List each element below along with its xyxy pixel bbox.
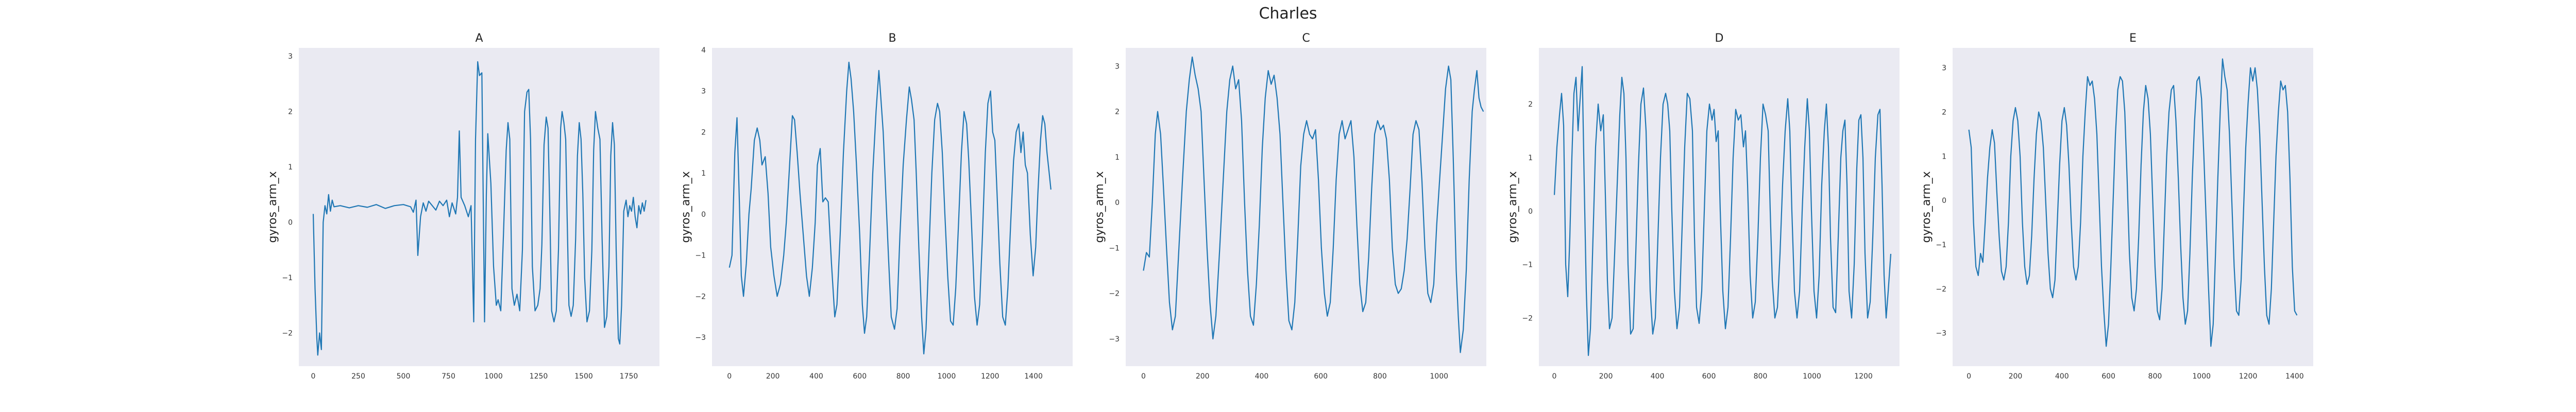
figure-suptitle: Charles [1259,5,1317,23]
subplot-title: D [1715,32,1724,45]
series-line [728,61,1052,355]
y-tick-label: −2 [1522,315,1533,323]
y-tick-label: 0 [288,219,293,227]
y-tick-label: 1 [1942,152,1946,161]
y-axis-label: gyros_arm_x [1093,171,1106,243]
y-tick-label: −2 [1936,285,1946,294]
y-tick-label: 1 [288,163,293,171]
y-tick-label: 1 [1115,153,1120,162]
y-tick-label: 3 [1115,62,1120,71]
x-tick-label: 0 [1967,372,1971,381]
series-line [1968,58,2298,347]
plot-area [712,48,1073,366]
x-tick-label: 1000 [1430,372,1448,381]
x-tick-label: 200 [766,372,780,381]
x-tick-label: 600 [853,372,867,381]
plot-area [1953,48,2313,366]
x-tick-label: 0 [727,372,732,381]
y-axis-label: gyros_arm_x [1506,171,1519,243]
y-tick-label: 2 [288,108,293,116]
series-line [1553,66,1892,356]
subplot-b: B 0 200 400 600 800 1000 1200 1400 −3 −2 −1 0 1 2 3 4 gyr… [680,32,1073,381]
plot-area [299,48,659,366]
y-tick-label: 3 [1942,64,1946,73]
y-tick-label: −2 [1109,290,1120,298]
x-tick-label: 1200 [1854,372,1873,381]
y-axis-label: gyros_arm_x [1920,171,1933,243]
x-tick-label: 800 [2148,372,2162,381]
x-tick-label: 1400 [2285,372,2304,381]
subplot-title: C [1302,32,1310,45]
x-tick-label: 750 [442,372,455,381]
y-tick-label: 0 [701,211,706,219]
x-tick-label: 1200 [2239,372,2258,381]
x-tick-label: 200 [1599,372,1613,381]
x-tick-label: 1200 [981,372,999,381]
plot-area [1126,48,1486,366]
subplot-c: C 0 200 400 600 800 1000 −3 −2 −1 0 1 2 3 gyros_arm_x [1093,32,1486,381]
y-tick-label: −1 [1109,244,1120,252]
x-tick-label: 1750 [620,372,638,381]
y-tick-label: 3 [288,53,293,61]
y-tick-label: 2 [701,128,706,136]
y-tick-label: −1 [1936,241,1946,249]
y-tick-label: −2 [282,330,293,338]
y-tick-label: −1 [695,252,706,260]
plot-area [1539,48,1900,366]
subplot-title: B [888,32,896,45]
x-tick-label: 400 [2055,372,2069,381]
x-tick-label: 200 [2009,372,2023,381]
y-tick-label: 2 [1528,100,1533,109]
x-tick-label: 400 [1651,372,1665,381]
y-tick-label: 2 [1115,108,1120,116]
x-tick-label: 1250 [530,372,548,381]
y-tick-label: −2 [695,293,706,301]
subplot-d: D 0 200 400 600 800 1000 1200 −2 −1 0 1 2 gyros_arm_x [1506,32,1900,381]
x-tick-label: 600 [1702,372,1716,381]
x-tick-label: 200 [1196,372,1210,381]
y-tick-label: 0 [1528,208,1533,216]
x-tick-label: 800 [896,372,910,381]
x-tick-label: 800 [1754,372,1768,381]
subplot-title: E [2129,32,2137,45]
series-line [312,61,647,356]
x-tick-label: 1500 [574,372,593,381]
x-tick-label: 1000 [2192,372,2211,381]
subplot-title: A [475,32,483,45]
x-tick-label: 600 [1314,372,1328,381]
x-tick-label: 400 [809,372,823,381]
x-tick-label: 600 [2102,372,2115,381]
y-axis-label: gyros_arm_x [266,171,279,243]
series-line [1143,56,1484,353]
y-tick-label: 0 [1942,197,1946,205]
x-tick-label: 400 [1255,372,1269,381]
y-tick-label: 3 [701,88,706,96]
y-tick-label: −1 [1522,261,1533,269]
y-tick-label: −1 [282,274,293,282]
subplot-grid: A0 250 500 750 1000 1250 1500 1750−2−10123gyros… [266,32,2313,381]
x-tick-label: 1000 [938,372,956,381]
subplot-e: E 0 200 400 600 800 1000 1200 1400 −3 −2 −1 0 1 2 3 gyro… [1920,32,2313,381]
x-tick-label: 500 [397,372,411,381]
x-tick-label: 1000 [1803,372,1821,381]
y-tick-label: 1 [701,169,706,178]
subplot-a: A 0 250 500 750 1000 1250 1500 1750 −2 −1 0 1 2 3 gyros… [266,32,659,381]
y-tick-label: 1 [1528,154,1533,162]
x-tick-label: 0 [311,372,316,381]
x-tick-label: 0 [1141,372,1146,381]
x-tick-label: 1400 [1024,372,1043,381]
y-axis-label: gyros_arm_x [680,171,692,243]
y-tick-label: 0 [1115,199,1120,207]
x-tick-label: 0 [1552,372,1557,381]
y-tick-label: 4 [701,46,706,55]
y-tick-label: −3 [1109,335,1120,344]
x-tick-label: 250 [351,372,365,381]
y-tick-label: 2 [1942,108,1946,116]
y-tick-label: −3 [1936,330,1946,338]
y-tick-label: −3 [695,334,706,342]
x-tick-label: 1000 [484,372,503,381]
x-tick-label: 800 [1373,372,1387,381]
